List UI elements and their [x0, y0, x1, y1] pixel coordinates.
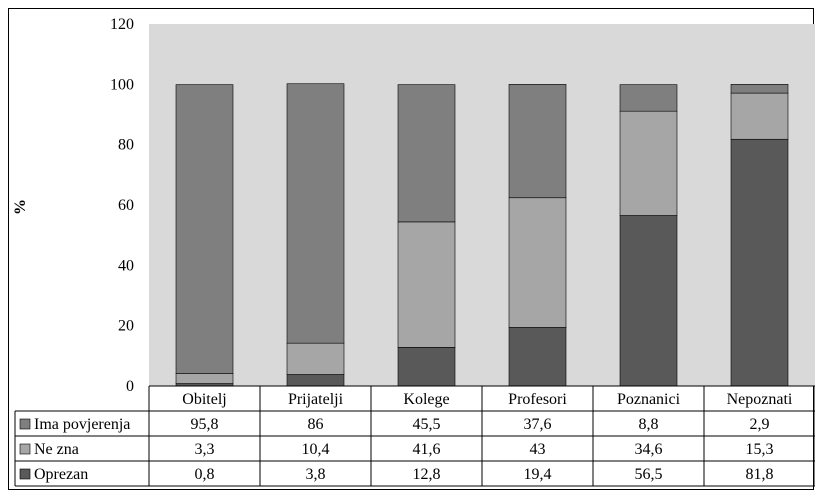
y-tick-label: 100	[110, 76, 134, 93]
data-label: 45,5	[413, 416, 441, 433]
data-label: 3,8	[306, 466, 326, 483]
data-label: 95,8	[191, 416, 219, 433]
data-label: 19,4	[524, 466, 552, 483]
bar-segment	[730, 92, 789, 140]
data-label: 43	[530, 441, 546, 458]
bar-segment	[508, 84, 567, 199]
data-label: 2,9	[750, 416, 770, 433]
legend-label: Ne zna	[34, 441, 79, 458]
bar-segment	[175, 84, 234, 374]
category-label: Nepoznati	[727, 391, 793, 408]
y-tick-label: 120	[110, 16, 134, 33]
y-tick-label: 20	[118, 318, 134, 335]
legend-swatch	[19, 418, 31, 430]
bar-segment	[508, 327, 567, 387]
category-label: Kolege	[403, 391, 449, 408]
bar-segment	[397, 84, 456, 223]
data-label: 56,5	[635, 466, 663, 483]
data-label: 10,4	[302, 441, 330, 458]
legend-label: Oprezan	[34, 466, 88, 483]
legend-swatch	[19, 443, 31, 455]
bar-segment	[286, 83, 345, 344]
bar-segment	[286, 374, 345, 387]
bar-segment	[730, 138, 789, 387]
plot-area	[149, 24, 815, 386]
data-label: 41,6	[413, 441, 441, 458]
y-tick-label: 40	[118, 257, 134, 274]
y-tick-label: 60	[118, 197, 134, 214]
bar-segment	[286, 342, 345, 375]
data-label: 3,3	[195, 441, 215, 458]
category-label: Poznanici	[617, 391, 681, 408]
category-label: Profesori	[508, 391, 567, 408]
y-tick-label: 80	[118, 137, 134, 154]
category-label: Prijatelji	[288, 391, 344, 408]
data-label: 81,8	[746, 466, 774, 483]
bar-segment	[730, 84, 789, 94]
bar-segment	[619, 84, 678, 112]
bar-segment	[397, 221, 456, 348]
data-label: 37,6	[524, 416, 552, 433]
legend-label: Ima povjerenja	[34, 416, 130, 433]
stacked-bar-chart: 0 20 40 60 80 100 120% Obitelj Prijatelji Kolege P…	[12, 16, 815, 487]
y-axis-label: %	[12, 199, 29, 215]
bar-segment	[619, 215, 678, 387]
y-tick-label: 0	[126, 378, 134, 395]
data-label: 12,8	[413, 466, 441, 483]
bar-segment	[397, 347, 456, 387]
bar-segment	[619, 110, 678, 216]
data-label: 34,6	[635, 441, 663, 458]
category-label: Obitelj	[182, 391, 226, 408]
bar-segment	[175, 373, 234, 384]
chart-frame: 0 20 40 60 80 100 120% Obitelj Prijatelji Kolege P…	[8, 8, 815, 490]
data-label: 8,8	[639, 416, 659, 433]
bar-segment	[508, 197, 567, 328]
legend-swatch	[19, 468, 31, 480]
data-label: 0,8	[195, 466, 215, 483]
data-label: 15,3	[746, 441, 774, 458]
data-label: 86	[308, 416, 324, 433]
